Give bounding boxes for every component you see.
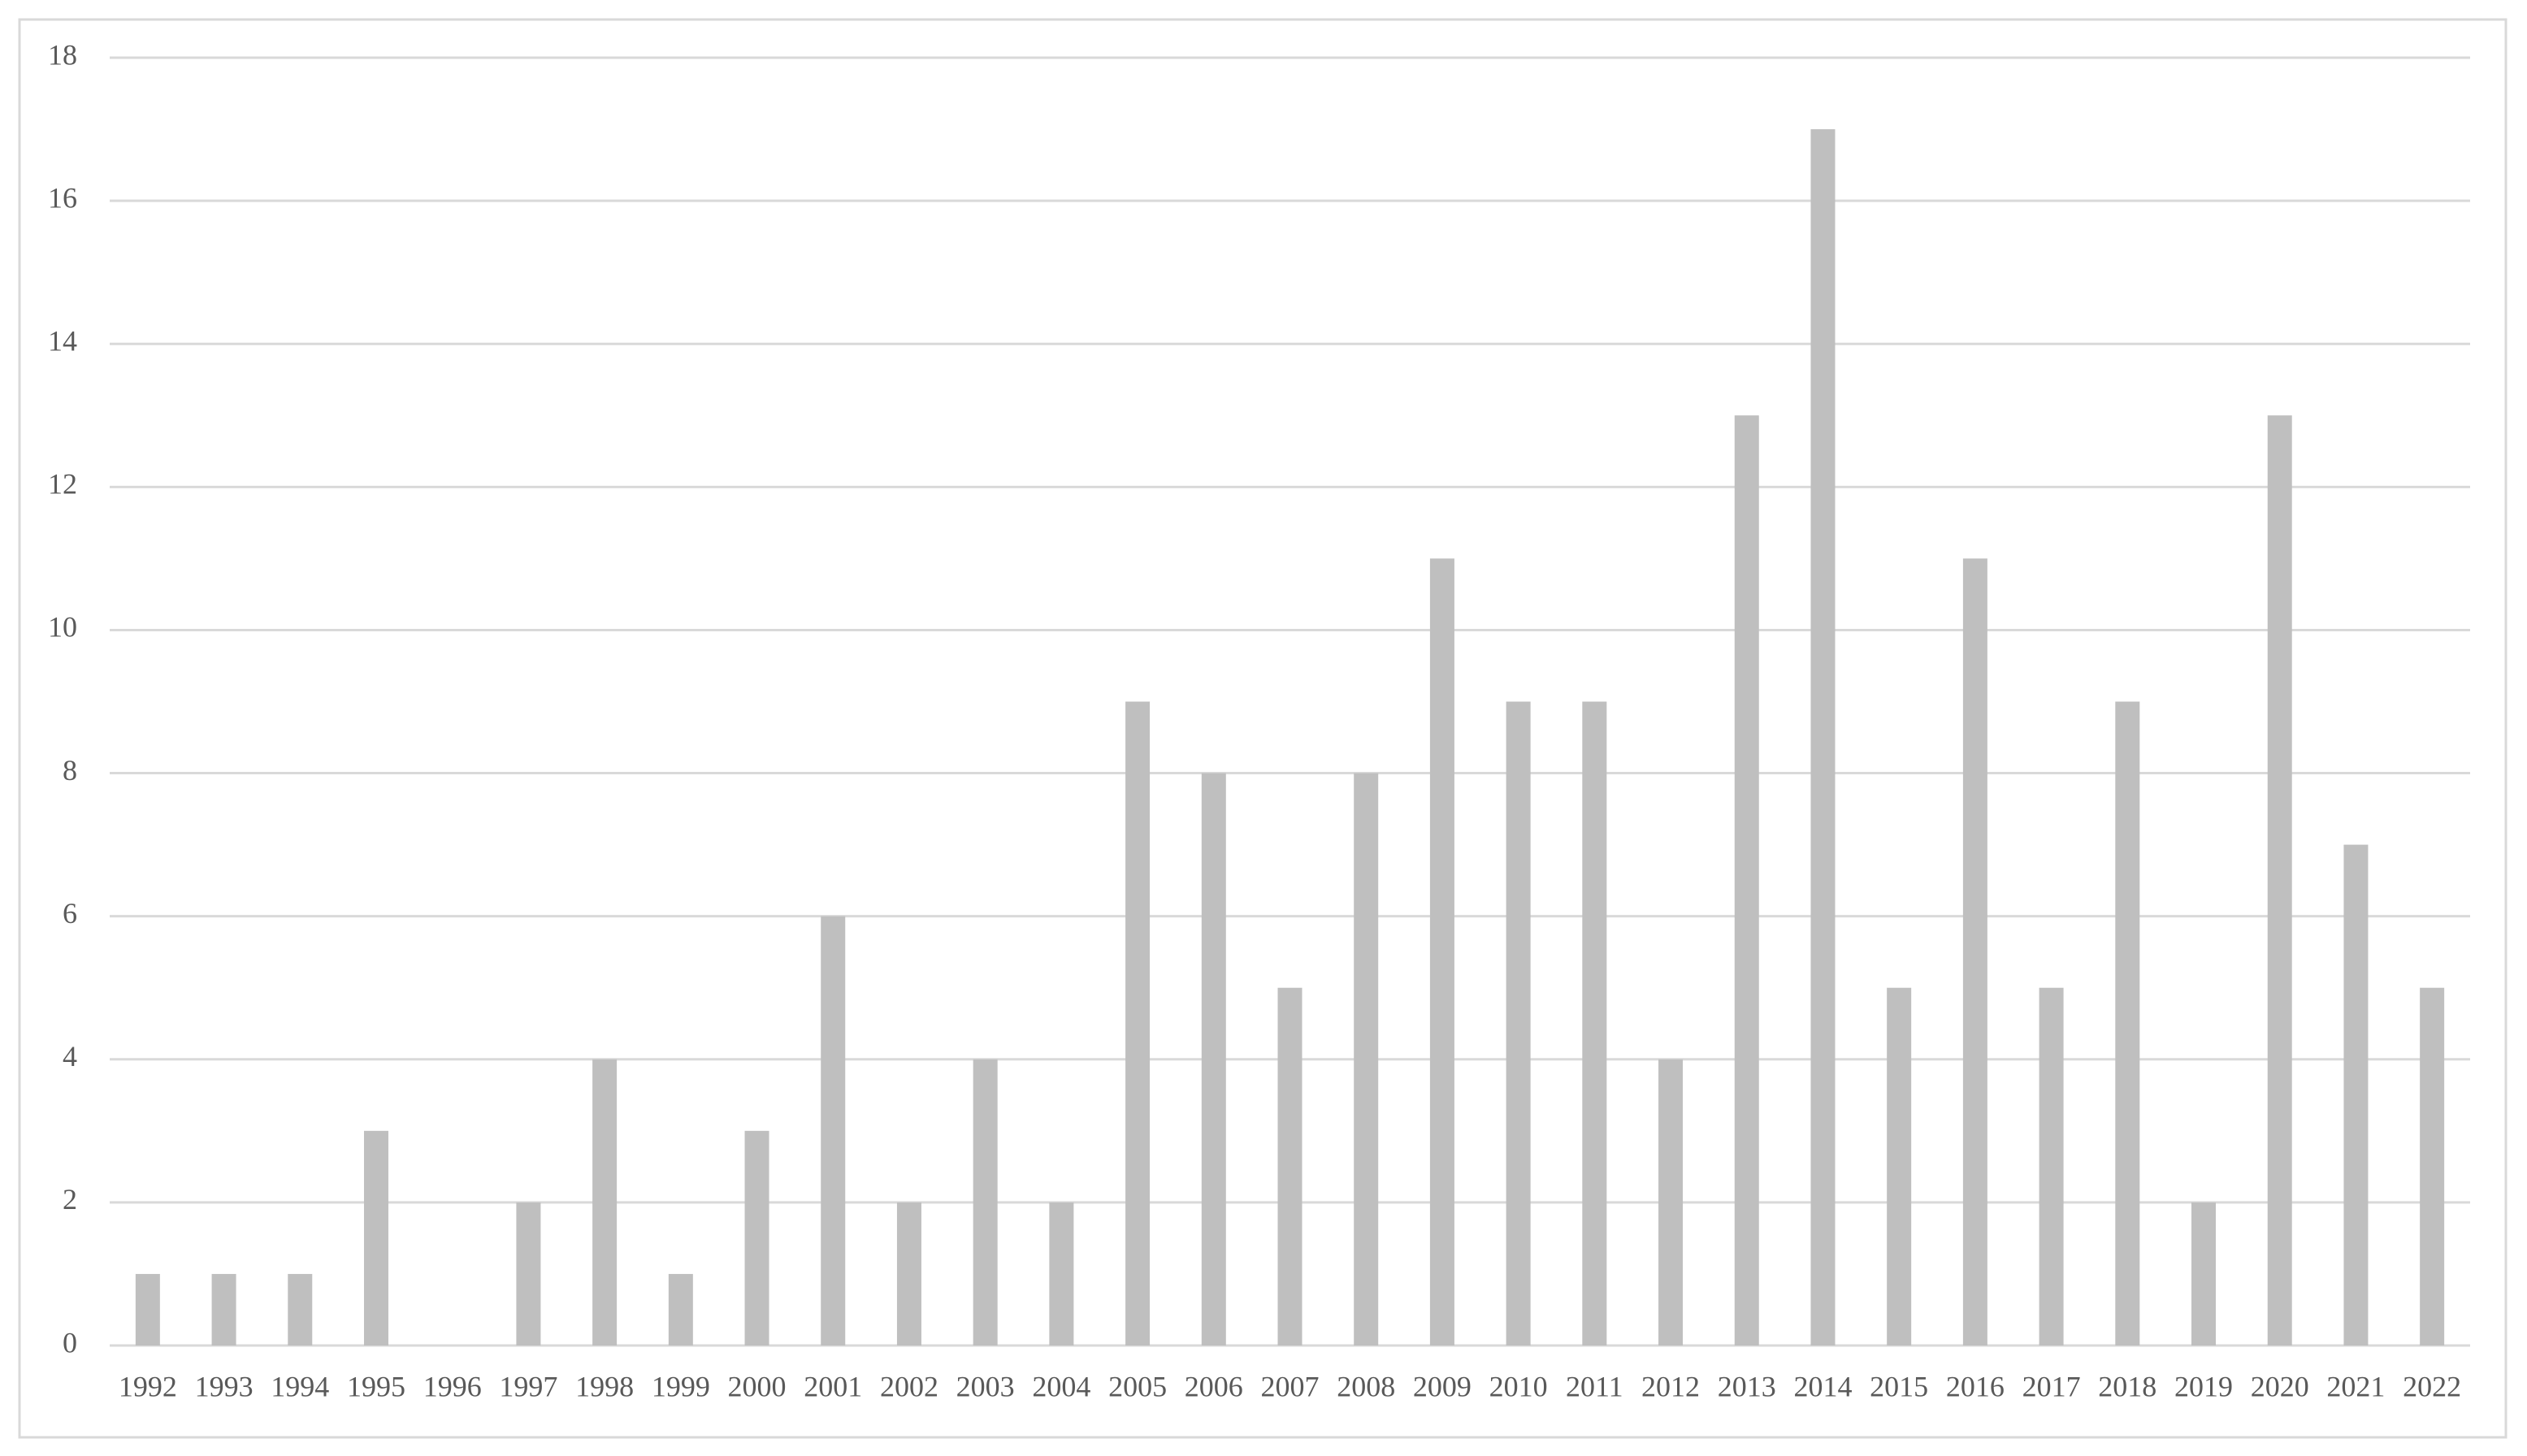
bar <box>1277 987 1303 1346</box>
x-tick-label: 2011 <box>1566 1370 1623 1402</box>
bar <box>744 1130 769 1346</box>
bar <box>668 1273 693 1346</box>
x-tick-label: 2005 <box>1108 1370 1167 1402</box>
bar <box>2267 415 2292 1346</box>
y-tick-label: 0 <box>63 1326 77 1358</box>
x-tick-label: 2022 <box>2403 1370 2461 1402</box>
x-tick-label: 2015 <box>1870 1370 1928 1402</box>
bar <box>1429 558 1454 1346</box>
bar <box>135 1273 160 1346</box>
x-tick-label: 1998 <box>575 1370 634 1402</box>
bar <box>1887 987 1912 1346</box>
bar <box>211 1273 236 1346</box>
x-tick-label: 2004 <box>1032 1370 1090 1402</box>
x-tick-label: 1992 <box>119 1370 177 1402</box>
bar <box>363 1130 388 1346</box>
bar <box>2343 844 2369 1346</box>
bar <box>2420 987 2445 1346</box>
x-tick-label: 1993 <box>195 1370 254 1402</box>
bar <box>1506 701 1531 1346</box>
y-tick-label: 2 <box>63 1183 77 1216</box>
bar <box>896 1202 921 1346</box>
y-tick-label: 16 <box>48 181 77 214</box>
x-tick-label: 2009 <box>1413 1370 1472 1402</box>
y-tick-label: 8 <box>63 754 77 786</box>
x-tick-label: 1999 <box>652 1370 710 1402</box>
x-tick-label: 2007 <box>1261 1370 1320 1402</box>
x-tick-label: 2013 <box>1718 1370 1776 1402</box>
bar <box>1354 773 1379 1346</box>
bar <box>2191 1202 2217 1346</box>
y-tick-label: 4 <box>63 1040 77 1072</box>
x-tick-label: 2006 <box>1185 1370 1243 1402</box>
x-tick-label: 2014 <box>1793 1370 1852 1402</box>
x-tick-label: 2016 <box>1946 1370 2005 1402</box>
bar <box>1582 701 1607 1346</box>
bar <box>2039 987 2064 1346</box>
bar <box>1201 773 1226 1346</box>
x-tick-label: 1995 <box>347 1370 405 1402</box>
x-tick-label: 2001 <box>804 1370 862 1402</box>
x-tick-label: 2018 <box>2098 1370 2156 1402</box>
chart-border <box>18 18 2507 1439</box>
x-tick-label: 2019 <box>2174 1370 2233 1402</box>
bar <box>1962 558 1987 1346</box>
y-tick-label: 18 <box>48 38 77 71</box>
bar <box>1658 1059 1684 1346</box>
x-tick-label: 2000 <box>728 1370 787 1402</box>
x-tick-label: 2020 <box>2251 1370 2309 1402</box>
y-tick-label: 10 <box>48 611 77 644</box>
bar <box>516 1202 541 1346</box>
bar <box>2115 701 2140 1346</box>
x-tick-label: 2012 <box>1641 1370 1700 1402</box>
bar <box>1049 1202 1074 1346</box>
x-tick-label: 1996 <box>423 1370 482 1402</box>
y-tick-label: 14 <box>48 324 77 357</box>
bar <box>288 1273 313 1346</box>
bar <box>592 1059 618 1346</box>
x-tick-label: 2003 <box>956 1370 1015 1402</box>
bar <box>821 916 846 1346</box>
bar <box>1125 701 1151 1346</box>
x-tick-label: 1997 <box>499 1370 557 1402</box>
x-tick-label: 2008 <box>1337 1370 1395 1402</box>
y-tick-label: 12 <box>48 468 77 500</box>
x-tick-label: 2010 <box>1489 1370 1548 1402</box>
bar <box>1810 129 1836 1346</box>
x-tick-label: 2002 <box>880 1370 938 1402</box>
x-tick-label: 2017 <box>2022 1370 2081 1402</box>
x-tick-label: 2021 <box>2326 1370 2385 1402</box>
bar <box>973 1059 998 1346</box>
bar <box>1734 415 1759 1346</box>
x-tick-label: 1994 <box>271 1370 329 1402</box>
y-tick-label: 6 <box>63 897 77 930</box>
